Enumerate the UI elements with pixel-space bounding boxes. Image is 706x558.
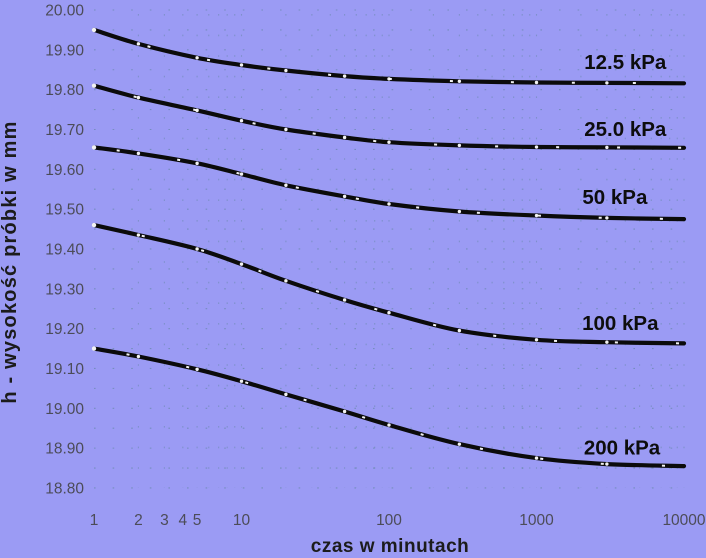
data-point-marker bbox=[457, 79, 462, 83]
x-tick-label: 3 bbox=[160, 512, 169, 529]
data-point-marker bbox=[91, 346, 97, 351]
data-point-marker bbox=[342, 194, 347, 199]
data-point-marker bbox=[136, 233, 141, 237]
data-point-marker bbox=[387, 311, 391, 315]
series-curve bbox=[91, 145, 687, 222]
data-point-marker bbox=[91, 145, 97, 150]
data-point-marker bbox=[534, 80, 539, 85]
series-labels-layer: 12.5 kPa 25.0 kPa 50 kPa 100 kPa 200 kPa bbox=[582, 51, 667, 459]
x-tick-label: 4 bbox=[178, 512, 187, 529]
y-tick-label: 19.70 bbox=[45, 122, 84, 139]
data-point-marker bbox=[605, 462, 609, 466]
y-tick-label: 19.40 bbox=[45, 241, 84, 258]
data-point-marker bbox=[91, 27, 97, 33]
data-point-marker bbox=[387, 202, 391, 206]
data-point-marker bbox=[342, 298, 347, 302]
x-tick-label: 10000 bbox=[662, 512, 705, 529]
data-point-marker bbox=[457, 328, 462, 333]
y-tick-label: 20.00 bbox=[45, 3, 84, 20]
data-point-marker bbox=[284, 183, 288, 187]
series-label: 100 kPa bbox=[582, 312, 659, 335]
series-label: 25.0 kPa bbox=[584, 118, 667, 141]
data-point-marker bbox=[195, 367, 199, 371]
data-point-marker bbox=[195, 247, 199, 251]
data-point-marker bbox=[605, 340, 609, 344]
y-tick-label: 18.90 bbox=[45, 441, 84, 458]
series-curve bbox=[91, 346, 687, 469]
y-tick-label: 19.30 bbox=[45, 281, 84, 298]
data-point-marker bbox=[457, 442, 462, 446]
data-point-marker bbox=[239, 262, 244, 266]
y-tick-label: 19.60 bbox=[45, 162, 84, 179]
data-point-marker bbox=[239, 379, 244, 383]
data-point-marker bbox=[605, 81, 609, 85]
data-point-marker bbox=[534, 456, 539, 460]
y-tick-label: 19.80 bbox=[45, 82, 84, 99]
series-curve bbox=[91, 223, 687, 346]
data-point-marker bbox=[605, 216, 609, 220]
y-tick-label: 19.90 bbox=[45, 42, 84, 59]
y-tick-label: 19.50 bbox=[45, 202, 84, 219]
data-point-marker bbox=[284, 127, 288, 132]
data-point-marker bbox=[136, 42, 141, 46]
data-point-marker bbox=[534, 338, 539, 342]
x-tick-label: 10 bbox=[233, 512, 251, 529]
data-point-marker bbox=[195, 161, 199, 166]
data-point-marker bbox=[136, 354, 141, 359]
x-tick-label: 100 bbox=[376, 512, 402, 529]
data-point-marker bbox=[239, 63, 244, 67]
y-tick-label: 18.80 bbox=[45, 480, 84, 497]
data-point-marker bbox=[91, 83, 97, 88]
x-tick-label: 5 bbox=[193, 512, 202, 529]
series-curve bbox=[91, 27, 687, 86]
data-point-marker bbox=[239, 172, 244, 176]
data-point-marker bbox=[534, 213, 539, 218]
data-point-marker bbox=[136, 151, 141, 156]
data-point-marker bbox=[457, 143, 462, 148]
data-point-marker bbox=[342, 74, 347, 78]
series-curve bbox=[91, 83, 687, 150]
data-point-marker bbox=[342, 409, 347, 414]
data-point-marker bbox=[457, 209, 462, 214]
data-point-marker bbox=[284, 392, 288, 397]
data-point-marker bbox=[342, 135, 347, 140]
y-axis-title: h - wysokość próbki w mm bbox=[0, 120, 21, 403]
data-point-marker bbox=[284, 279, 288, 283]
y-tick-label: 19.00 bbox=[45, 401, 84, 418]
data-point-marker bbox=[387, 77, 391, 81]
x-axis-title: czas w minutach bbox=[311, 536, 470, 557]
data-point-marker bbox=[136, 95, 141, 100]
tick-labels-layer: 20.00 19.90 19.80 19.70 19.60 19.50 19.40 19.30… bbox=[45, 3, 706, 530]
x-tick-label: 2 bbox=[134, 512, 143, 529]
data-point-marker bbox=[284, 68, 288, 73]
y-tick-label: 19.20 bbox=[45, 321, 84, 338]
data-point-marker bbox=[239, 119, 244, 123]
series-label: 12.5 kPa bbox=[584, 51, 667, 74]
curves-layer bbox=[91, 27, 687, 469]
x-tick-label: 1000 bbox=[519, 512, 554, 529]
data-point-marker bbox=[387, 423, 391, 427]
data-point-marker bbox=[534, 145, 539, 149]
series-label: 50 kPa bbox=[582, 186, 648, 209]
series-label: 200 kPa bbox=[584, 436, 661, 459]
y-tick-label: 19.10 bbox=[45, 361, 84, 378]
data-point-marker bbox=[195, 108, 199, 113]
data-point-marker bbox=[605, 145, 609, 150]
x-tick-label: 1 bbox=[90, 512, 99, 529]
data-point-marker bbox=[91, 222, 97, 228]
data-point-marker bbox=[195, 56, 199, 60]
data-point-marker bbox=[387, 140, 391, 144]
